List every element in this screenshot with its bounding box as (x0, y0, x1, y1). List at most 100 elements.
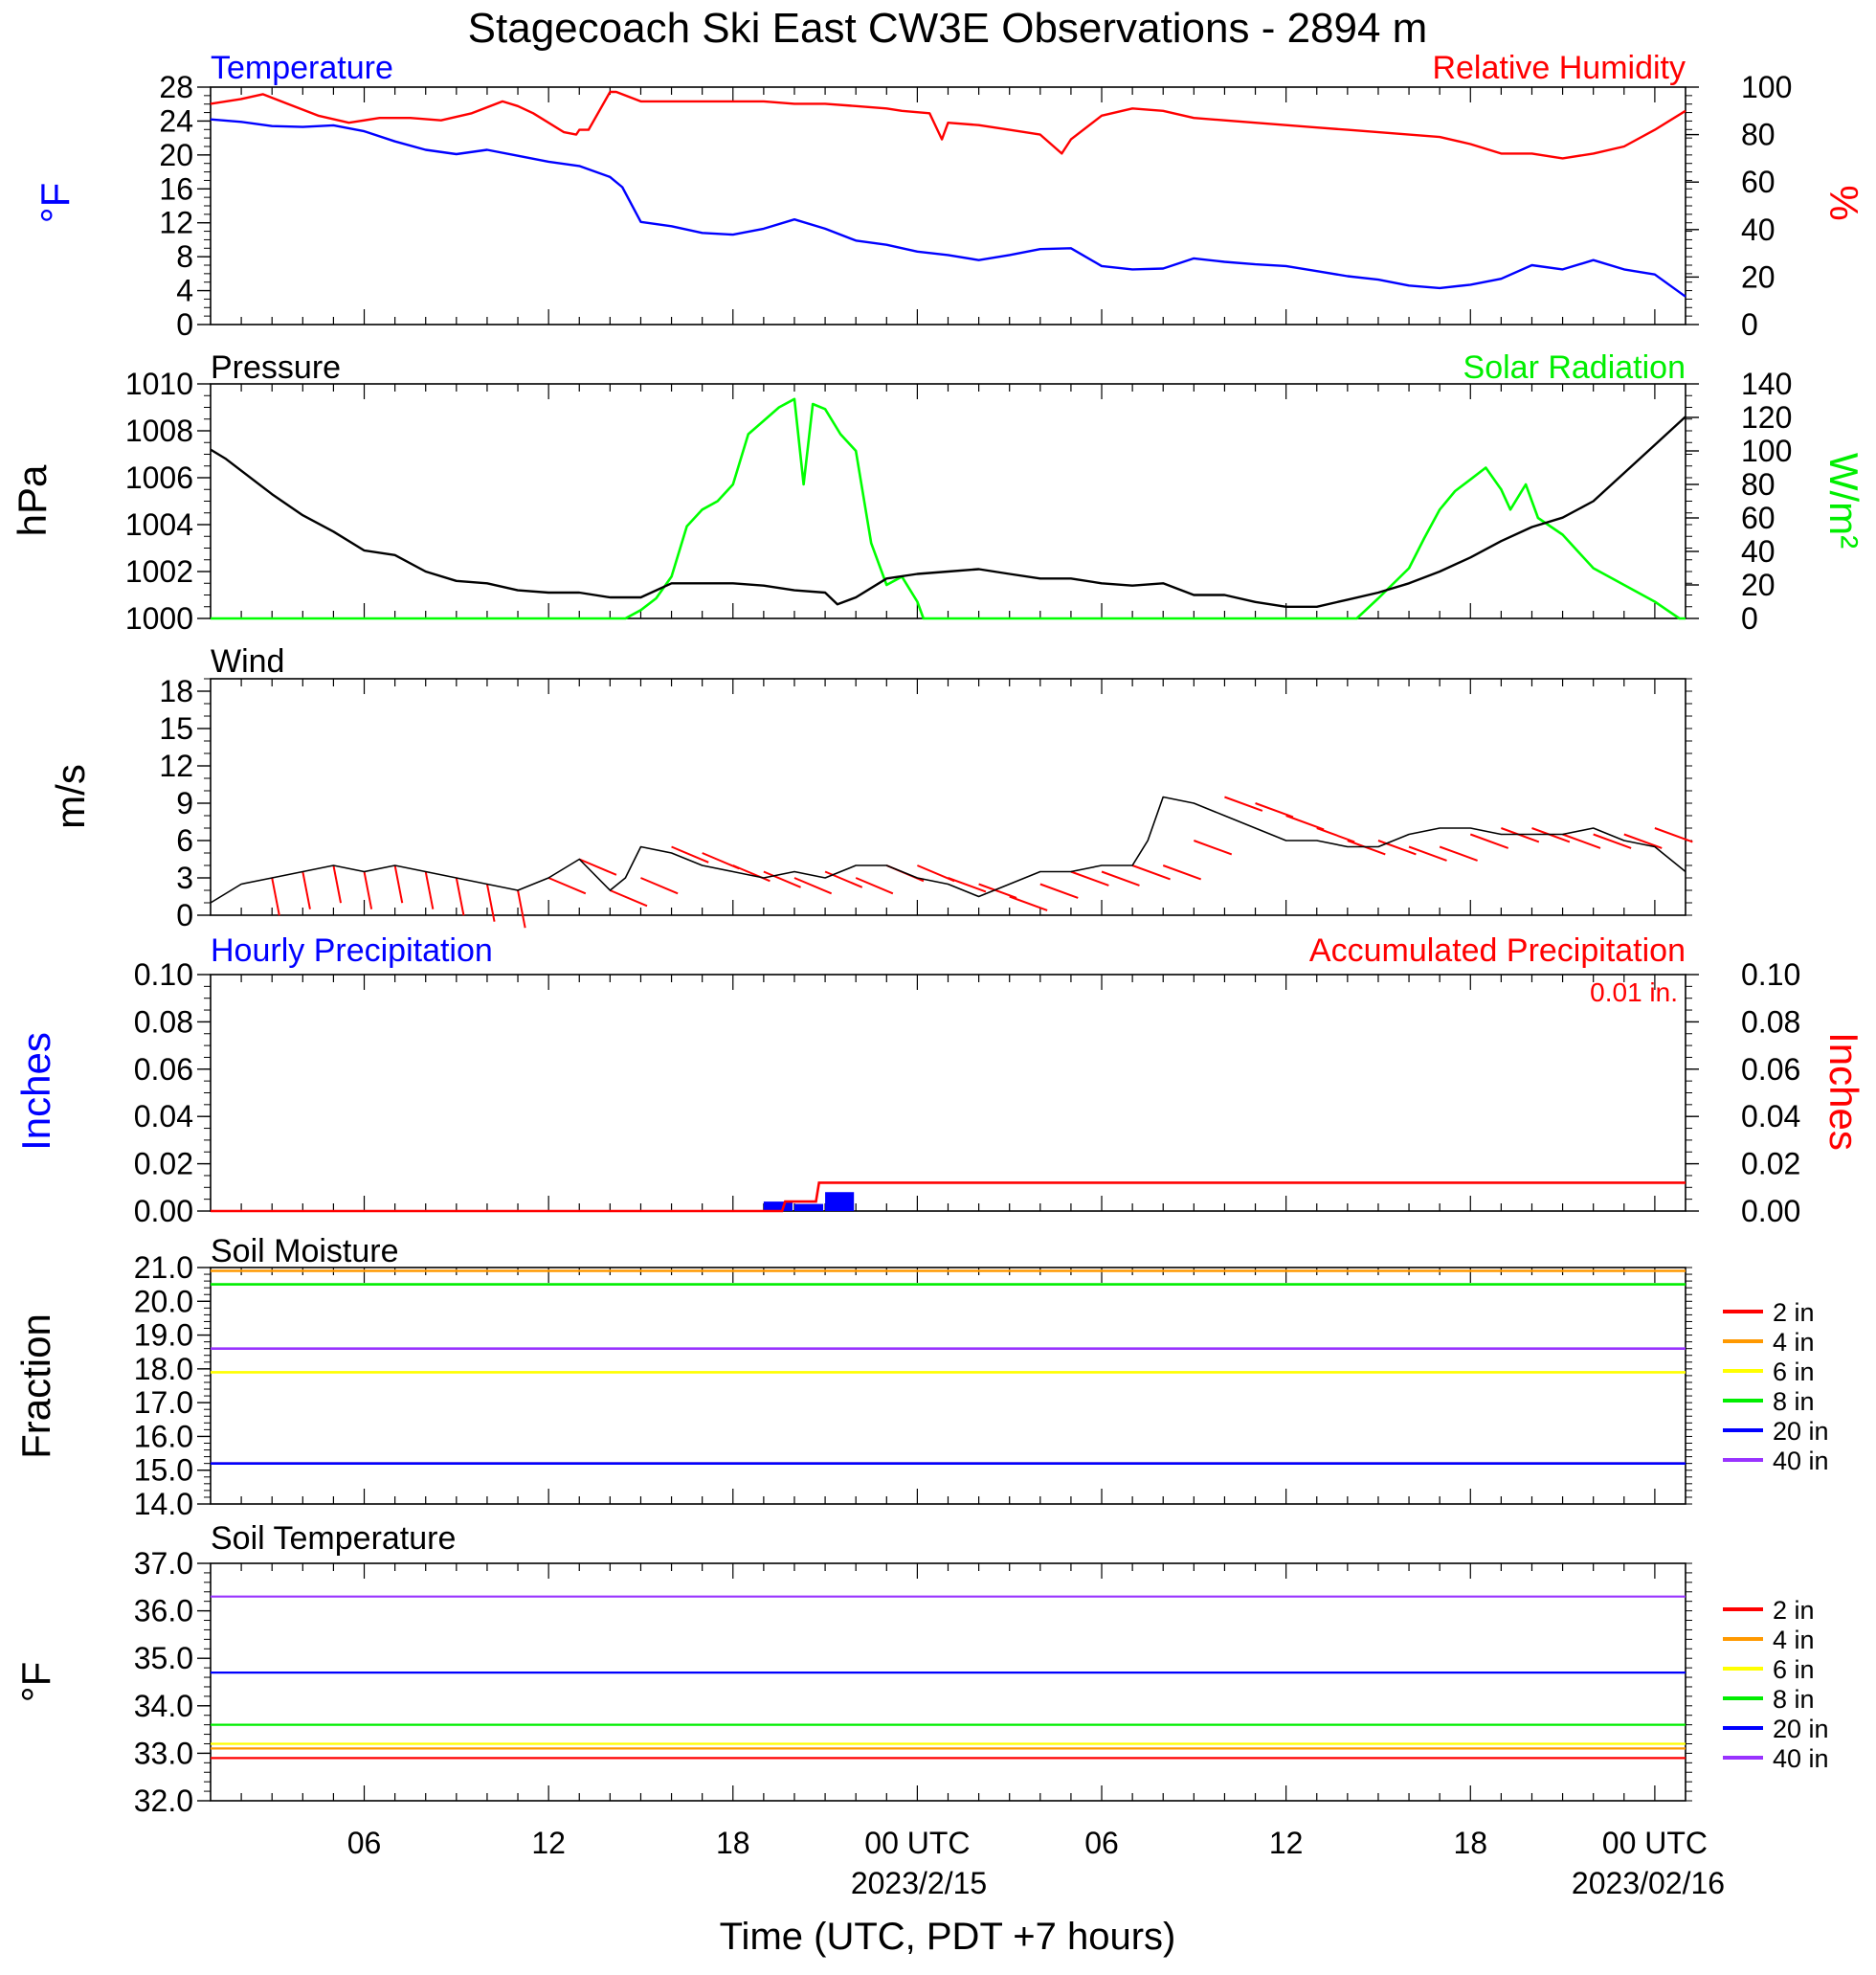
wind-barb (609, 889, 648, 908)
wind-barb (271, 877, 280, 916)
soil-moisture-legend-label: 8 in (1773, 1387, 1815, 1416)
solar-rtick-label: 20 (1741, 568, 1776, 602)
wind-speed-line (210, 796, 1686, 904)
soil-temp-legend-label: 20 in (1773, 1715, 1829, 1743)
wind-barb (1562, 833, 1601, 849)
humidity-rtick-label: 100 (1741, 70, 1792, 104)
temp-ytick-label: 16 (159, 171, 193, 206)
accum-rtick-label: 0.10 (1741, 957, 1800, 992)
date-label-1: 2023/2/15 (851, 1866, 987, 1900)
wind-barb (1377, 840, 1417, 856)
prec-ytick-label: 0.08 (134, 1004, 193, 1039)
prec-ytick-label: 0.04 (134, 1099, 193, 1133)
smoi-ytick-label: 19.0 (134, 1318, 193, 1353)
wind-barb (671, 845, 709, 864)
wind-barb (1101, 870, 1140, 887)
x-tick-label: 18 (1453, 1826, 1487, 1860)
x-tick-label: 12 (531, 1826, 566, 1860)
temp-ytick-label: 28 (159, 70, 193, 104)
soil-moisture-title: Soil Moisture (211, 1233, 399, 1269)
temperature-title: Temperature (211, 50, 393, 86)
wind-barb (1439, 845, 1478, 862)
wind-barb (547, 877, 587, 895)
pressure-title: Pressure (211, 349, 341, 386)
temp-ytick-label: 0 (176, 307, 193, 342)
x-tick-label: 00 UTC (1602, 1826, 1708, 1860)
precip-left-unit-label: Inches (13, 1032, 58, 1151)
solar-rtick-label: 120 (1741, 400, 1792, 435)
soil-temperature-panel: 32.0 33.0 34.0 35.0 36.0 37.0 2 in4 in6 in8 in… (134, 1546, 1829, 1818)
wind-barb (578, 858, 617, 876)
temp-unit-label: °F (33, 183, 78, 223)
wind-barb (978, 883, 1017, 899)
soil-moisture-panel: 14.015.016.017.018.019.020.021.0 2 in4 in… (134, 1250, 1829, 1521)
pres-ytick-label: 1002 (125, 554, 193, 589)
x-axis: 06 12 18 00 UTC 06 12 18 00 UTC (347, 1826, 1708, 1860)
accum-rtick-label: 0.08 (1741, 1004, 1800, 1039)
date-label-2: 2023/02/16 (1572, 1866, 1725, 1900)
x-tick-label: 18 (716, 1826, 750, 1860)
wind-barb (455, 877, 465, 916)
wind-ytick-label: 9 (176, 786, 193, 820)
solar-rtick-label: 0 (1741, 601, 1758, 636)
wind-barb (393, 864, 404, 904)
solar-unit-label: W/m² (1821, 453, 1866, 549)
soil-temp-legend-label: 2 in (1773, 1596, 1815, 1625)
wind-ytick-label: 3 (176, 861, 193, 895)
wind-ytick-label: 12 (159, 749, 193, 783)
temp-ytick-label: 20 (159, 138, 193, 172)
prec-ytick-label: 0.06 (134, 1052, 193, 1087)
pressure-solar-panel: 1000 1002 1004 1006 1008 1010 0204060801001201… (125, 367, 1793, 636)
stmp-ytick-label: 35.0 (134, 1641, 193, 1675)
precip-right-unit-label: Inches (1821, 1032, 1866, 1151)
accum-precip-line (211, 1181, 1686, 1213)
wind-barb (1623, 833, 1663, 849)
temperature-line (210, 118, 1686, 298)
wind-barb (363, 871, 373, 909)
prec-ytick-label: 0.00 (134, 1194, 193, 1228)
wind-ytick-label: 0 (176, 898, 193, 932)
x-tick-label: 06 (347, 1826, 382, 1860)
wind-barb (1593, 833, 1632, 849)
soil-moisture-legend-label: 2 in (1773, 1298, 1815, 1327)
pres-ytick-label: 1004 (125, 507, 193, 542)
stmp-ytick-label: 32.0 (134, 1784, 193, 1818)
hourly-precip-bar (763, 1201, 793, 1211)
soil-moisture-legend-label: 4 in (1773, 1328, 1815, 1357)
solar-rtick-label: 80 (1741, 467, 1776, 502)
solar-rtick-label: 140 (1741, 367, 1792, 401)
stmp-ytick-label: 33.0 (134, 1736, 193, 1770)
humidity-rtick-label: 80 (1741, 118, 1776, 152)
humidity-line (210, 90, 1686, 160)
wind-barb (302, 871, 311, 909)
humidity-rtick-label: 60 (1741, 165, 1776, 199)
wind-barb (1408, 845, 1447, 862)
x-tick-label: 12 (1269, 1826, 1304, 1860)
stmp-ytick-label: 37.0 (134, 1546, 193, 1581)
wind-ytick-label: 6 (176, 823, 193, 858)
precip-total-label: 0.01 in. (1590, 977, 1678, 1007)
smoi-ytick-label: 18.0 (134, 1352, 193, 1386)
wind-barb (948, 877, 987, 893)
accum-rtick-label: 0.02 (1741, 1147, 1800, 1181)
pressure-unit-label: hPa (10, 464, 55, 536)
smoi-ytick-label: 16.0 (134, 1419, 193, 1453)
x-axis-title: Time (UTC, PDT +7 hours) (720, 1916, 1176, 1958)
accum-rtick-label: 0.00 (1741, 1194, 1800, 1228)
pres-ytick-label: 1006 (125, 460, 193, 495)
temp-ytick-label: 12 (159, 206, 193, 240)
wind-ytick-label: 18 (159, 674, 193, 708)
wind-barb (824, 870, 863, 888)
pres-ytick-label: 1000 (125, 601, 193, 636)
soil-moisture-legend-label: 40 in (1773, 1447, 1829, 1475)
solar-rtick-label: 40 (1741, 534, 1776, 569)
soil-temperature-title: Soil Temperature (211, 1520, 456, 1557)
humidity-rtick-label: 0 (1741, 307, 1758, 342)
wind-barb (424, 871, 435, 909)
temp-ytick-label: 8 (176, 239, 193, 274)
soil-temp-legend-label: 6 in (1773, 1655, 1815, 1684)
wind-barb (332, 864, 343, 904)
solar-title: Solar Radiation (1463, 349, 1686, 386)
